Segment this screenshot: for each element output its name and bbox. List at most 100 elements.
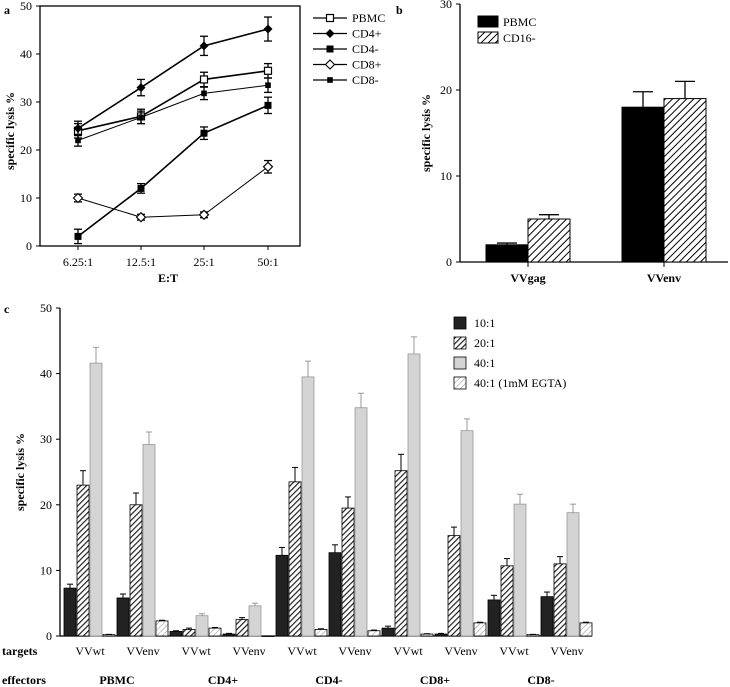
a-point-cd4 bbox=[136, 83, 146, 93]
a-point-cd4 bbox=[137, 184, 145, 192]
a-legend-label: CD8+ bbox=[352, 58, 382, 72]
a-point-pbmc bbox=[263, 66, 273, 75]
c-ytick-label: 40 bbox=[40, 367, 52, 381]
a-point-cd4 bbox=[74, 232, 82, 240]
c-bar-40-1-4 bbox=[301, 376, 315, 637]
c-bar-20-1-8 bbox=[500, 565, 514, 637]
a-ytick-label: 20 bbox=[20, 143, 32, 157]
a-series-cd4 bbox=[74, 96, 272, 245]
c-ytick-label: 0 bbox=[46, 629, 52, 643]
c-target-label: VVwt bbox=[393, 644, 423, 658]
c-legend-swatch bbox=[453, 356, 467, 370]
c-bar-40-1-1mm-egta-6 bbox=[420, 633, 434, 637]
a-legend-label: CD4+ bbox=[352, 27, 382, 41]
effectors-row-label: effectors bbox=[2, 673, 46, 687]
c-bar-40-1-1mm-egta-7 bbox=[473, 622, 487, 637]
a-point-cd8 bbox=[135, 211, 147, 223]
b-legend-label: PBMC bbox=[503, 15, 536, 29]
c-bar-10-1-6 bbox=[381, 627, 395, 637]
a-ytick-label: 10 bbox=[20, 191, 32, 205]
c-bar-40-1-1mm-egta-5 bbox=[367, 630, 381, 637]
a-line-cd4 bbox=[77, 104, 269, 238]
a-point-cd8 bbox=[75, 137, 81, 144]
a-ytick-label: 50 bbox=[20, 0, 32, 13]
c-bar-40-1-6 bbox=[407, 353, 421, 637]
c-bar-40-1-1 bbox=[142, 444, 156, 637]
c-bar-10-1-0 bbox=[63, 587, 77, 637]
c-bar-10-1-2 bbox=[169, 631, 183, 637]
c-bar-20-1-6 bbox=[394, 470, 408, 637]
c-target-label: VVwt bbox=[75, 644, 105, 658]
c-bar-40-1-2 bbox=[195, 615, 209, 637]
c-effector-label: CD8- bbox=[527, 673, 554, 687]
panel-a-label: a bbox=[4, 3, 10, 17]
panel-c: c specific lysis % 0 10 20 30 40 50 10:1 20:1 4… bbox=[2, 301, 593, 687]
c-bar-10-1-9 bbox=[540, 596, 554, 637]
c-effector-label: CD4- bbox=[315, 673, 342, 687]
a-xtick-label: 25:1 bbox=[193, 255, 214, 269]
c-ytick-label: 50 bbox=[40, 301, 52, 315]
a-line-cd8 bbox=[77, 166, 269, 218]
panel-c-label: c bbox=[4, 302, 10, 316]
c-legend-swatch bbox=[453, 316, 467, 330]
b-xtick-label: VVgag bbox=[510, 271, 545, 285]
c-ytick-label: 20 bbox=[40, 498, 52, 512]
c-legend-swatch bbox=[453, 376, 467, 390]
c-bar-20-1-3 bbox=[235, 619, 249, 637]
c-bar-20-1-2 bbox=[182, 629, 196, 637]
c-target-label: VVenv bbox=[232, 644, 265, 658]
b-ytick-label: 20 bbox=[440, 83, 452, 97]
c-bar-10-1-8 bbox=[487, 599, 501, 637]
a-point-cd8 bbox=[198, 209, 210, 221]
c-target-label: VVwt bbox=[287, 644, 317, 658]
c-legend-swatch bbox=[453, 336, 467, 350]
c-target-label: VVenv bbox=[338, 644, 371, 658]
a-line-cd4 bbox=[77, 28, 269, 130]
c-legend-label: 40:1 bbox=[474, 356, 495, 370]
b-bar-pbmc-vvgag bbox=[485, 244, 529, 263]
a-ytick-label: 40 bbox=[20, 47, 32, 61]
a-legend-marker bbox=[325, 13, 335, 23]
c-bar-40-1-9 bbox=[566, 512, 580, 637]
c-target-label: VVenv bbox=[444, 644, 477, 658]
panel-a-ylabel: specific lysis % bbox=[3, 92, 17, 170]
b-ytick-label: 0 bbox=[446, 255, 452, 269]
c-bar-40-1-5 bbox=[354, 407, 368, 637]
c-bar-20-1-1 bbox=[129, 504, 143, 637]
a-point-cd8 bbox=[262, 161, 274, 173]
a-legend-marker bbox=[325, 29, 335, 38]
c-legend-label: 40:1 (1mM EGTA) bbox=[474, 376, 566, 390]
panel-b: b specific lysis % 0 10 20 30 VVgag VVenv PB… bbox=[396, 0, 728, 285]
c-bar-10-1-1 bbox=[116, 597, 130, 637]
a-legend-marker bbox=[324, 59, 336, 70]
b-bar-cd16-vvenv bbox=[663, 98, 707, 263]
a-ytick-label: 0 bbox=[26, 239, 32, 253]
c-bar-20-1-0 bbox=[76, 484, 90, 637]
panel-b-ylabel: specific lysis % bbox=[419, 94, 433, 172]
a-point-cd8 bbox=[265, 82, 271, 88]
c-bar-10-1-3 bbox=[222, 633, 236, 637]
c-bar-20-1-9 bbox=[553, 563, 567, 637]
a-series-cd4 bbox=[73, 16, 273, 137]
a-legend-marker bbox=[326, 45, 334, 53]
c-bar-40-1-7 bbox=[460, 430, 474, 637]
a-line-cd8 bbox=[77, 84, 269, 141]
b-ytick-label: 30 bbox=[440, 0, 452, 11]
c-legend-label: 10:1 bbox=[474, 316, 495, 330]
c-bar-40-1-1mm-egta-2 bbox=[208, 627, 222, 637]
a-legend-marker bbox=[327, 77, 333, 83]
c-effector-label: PBMC bbox=[99, 673, 134, 687]
c-ytick-label: 30 bbox=[40, 432, 52, 446]
panel-c-ylabel: specific lysis % bbox=[13, 433, 27, 511]
a-legend-label: CD8- bbox=[352, 73, 379, 87]
a-point-cd4 bbox=[199, 41, 209, 51]
c-target-label: VVenv bbox=[550, 644, 583, 658]
a-legend-label: CD4- bbox=[352, 42, 379, 56]
c-bar-20-1-7 bbox=[447, 535, 461, 637]
a-point-cd8 bbox=[201, 90, 207, 97]
panel-a-frame bbox=[39, 5, 301, 247]
c-bar-10-1-5 bbox=[328, 552, 342, 637]
c-target-label: VVwt bbox=[181, 644, 211, 658]
c-bar-40-1-1mm-egta-3 bbox=[261, 635, 275, 637]
